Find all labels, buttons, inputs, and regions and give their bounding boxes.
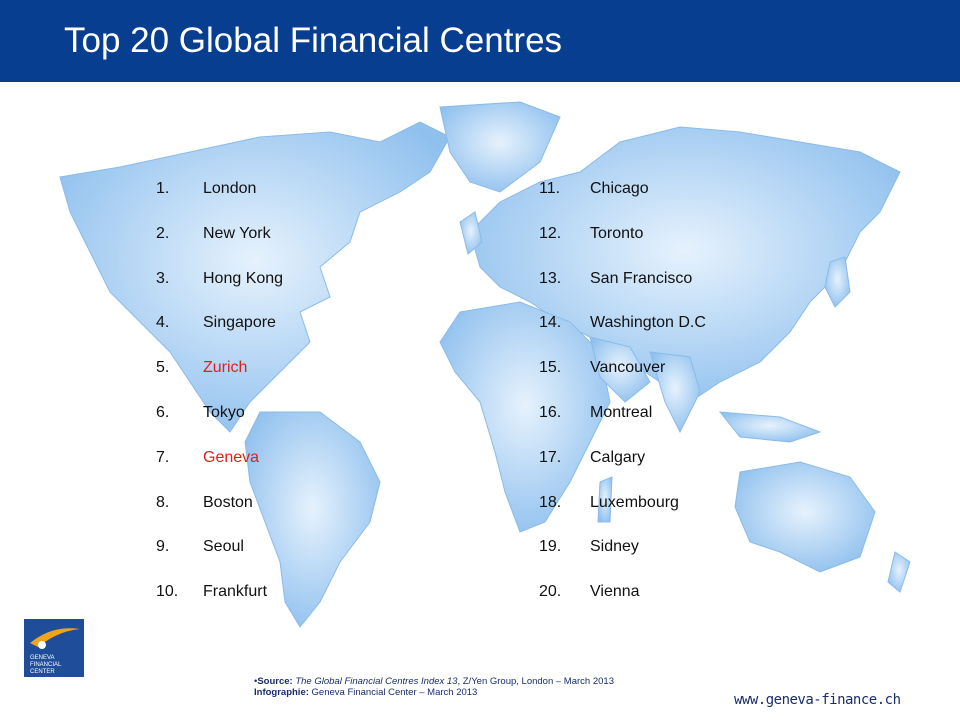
new-zealand-shape <box>887 551 911 593</box>
madagascar-shape <box>597 476 613 523</box>
city-name: Chicago <box>590 180 649 197</box>
south-america-shape <box>244 411 381 628</box>
australia-shape <box>734 461 876 573</box>
city-name: New York <box>203 224 271 242</box>
city-name: Luxembourg <box>590 493 679 511</box>
city-name: Montreal <box>590 403 653 421</box>
ranking-number: 20. <box>539 583 562 601</box>
city-name: London <box>203 180 257 197</box>
ranking-number: 12. <box>539 224 562 242</box>
ranking-number: 7. <box>156 448 170 466</box>
city-name: Boston <box>203 493 253 511</box>
world-map <box>59 101 911 628</box>
city-name: Zurich <box>203 359 248 377</box>
india-shape <box>649 351 701 434</box>
city-name: Vancouver <box>590 359 666 377</box>
city-name: Frankfurt <box>203 583 268 601</box>
ranking-number: 5. <box>156 359 170 377</box>
logo-line1: GENEVA <box>30 655 55 661</box>
city-name: Hong Kong <box>203 269 284 287</box>
city-name: Calgary <box>590 448 646 466</box>
page-title: Top 20 Global Financial Centres <box>64 21 563 60</box>
ranking-number: 6. <box>156 403 170 421</box>
africa-shape <box>439 301 611 533</box>
ranking-number: 8. <box>156 493 170 511</box>
infographie-line: Infographie: Geneva Financial Center – M… <box>254 687 478 698</box>
ranking-number: 14. <box>539 314 562 332</box>
city-name: Seoul <box>203 538 244 556</box>
ranking-number: 2. <box>156 224 170 242</box>
header-bar: Top 20 Global Financial Centres <box>0 0 960 82</box>
city-name: Sidney <box>590 538 639 556</box>
ranking-number: 11. <box>539 180 561 197</box>
logo-line3: CENTER <box>30 669 55 675</box>
source-line: •Source: The Global Financial Centres In… <box>254 676 614 687</box>
ranking-number: 10. <box>156 583 179 601</box>
city-name: Vienna <box>590 583 640 601</box>
city-name: Geneva <box>203 448 260 466</box>
city-name: San Francisco <box>590 269 693 287</box>
ranking-number: 3. <box>156 269 170 287</box>
ranking-number: 19. <box>539 538 562 556</box>
city-name: Tokyo <box>203 403 245 421</box>
ranking-number: 18. <box>539 493 562 511</box>
logo-line2: FINANCIAL <box>30 662 62 668</box>
indonesia-shape <box>718 411 822 443</box>
source-note: •Source: The Global Financial Centres In… <box>254 676 614 698</box>
website-url[interactable]: www.geneva-finance.ch <box>734 692 901 708</box>
greenland-shape <box>439 101 561 193</box>
ranking-number: 16. <box>539 403 562 421</box>
ranking-number: 15. <box>539 359 562 377</box>
ranking-number: 13. <box>539 269 562 287</box>
city-name: Singapore <box>203 314 276 332</box>
arabia-shape <box>589 336 651 403</box>
geneva-financial-center-logo: GENEVA FINANCIAL CENTER <box>24 619 84 677</box>
north-america-shape <box>59 121 451 433</box>
ranking-number: 17. <box>539 448 562 466</box>
japan-shape <box>824 256 851 308</box>
uk-shape <box>459 211 483 255</box>
ranking-number: 4. <box>156 314 170 332</box>
city-name: Washington D.C <box>590 314 706 332</box>
ranking-number: 9. <box>156 538 170 556</box>
ranking-number: 1. <box>156 180 170 197</box>
city-name: Toronto <box>590 224 644 242</box>
